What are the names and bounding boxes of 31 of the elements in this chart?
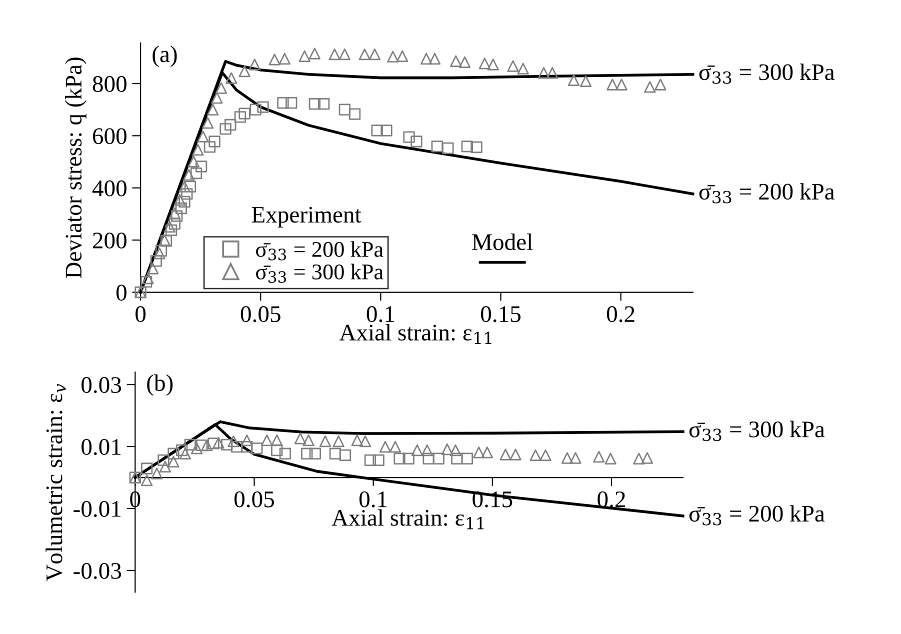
y-tick-label: 600 xyxy=(92,128,126,144)
annotation: (a) xyxy=(152,46,177,68)
legend-title: Experiment xyxy=(252,206,362,228)
x-tick-label: 0 xyxy=(136,306,146,322)
x-tick-label: 0.05 xyxy=(240,306,280,322)
y-tick-label: -0.01 xyxy=(74,500,121,518)
y-tick-label: 200 xyxy=(92,232,126,249)
legend-label: σ̄$_{33}$ = 300 kPa xyxy=(256,264,384,283)
x-tick-label: 0.2 xyxy=(598,491,625,508)
x-tick-label: 0.1 xyxy=(366,306,394,322)
annotation: Model xyxy=(472,233,533,250)
x-axis-title: Axial strain: ε$_{11}$ xyxy=(332,509,484,530)
x-tick-label: 0.1 xyxy=(359,491,387,508)
x-tick-label: 0.15 xyxy=(481,306,520,322)
y-tick-label: 0 xyxy=(116,284,126,301)
y-tick-label: 0.01 xyxy=(82,439,121,456)
y-tick-label: 0.03 xyxy=(82,377,122,394)
series-label: σ̄$_{33}$ = 200 kPa xyxy=(699,183,835,204)
y-tick-label: 800 xyxy=(92,76,126,92)
y-tick-label: -0.03 xyxy=(74,562,122,579)
series-label: σ̄$_{33}$ = 200 kPa xyxy=(689,505,825,526)
legend-label: σ̄$_{33}$ = 200 kPa xyxy=(256,241,384,260)
series-label: σ̄$_{33}$ = 300 kPa xyxy=(689,420,825,442)
x-tick-label: 0.05 xyxy=(234,491,274,508)
y-tick-label: 400 xyxy=(92,180,126,196)
x-tick-label: 0.2 xyxy=(606,306,634,322)
x-axis-title: Axial strain: ε$_{11}$ xyxy=(339,324,492,344)
series-label: σ̄$_{33}$ = 300 kPa xyxy=(699,64,835,84)
y-axis-title: Deviator stress: q (kPa) xyxy=(64,58,86,278)
annotation: (b) xyxy=(147,374,173,396)
y-axis-title: Volumetric strain: ε$_{v}$ xyxy=(46,384,66,582)
